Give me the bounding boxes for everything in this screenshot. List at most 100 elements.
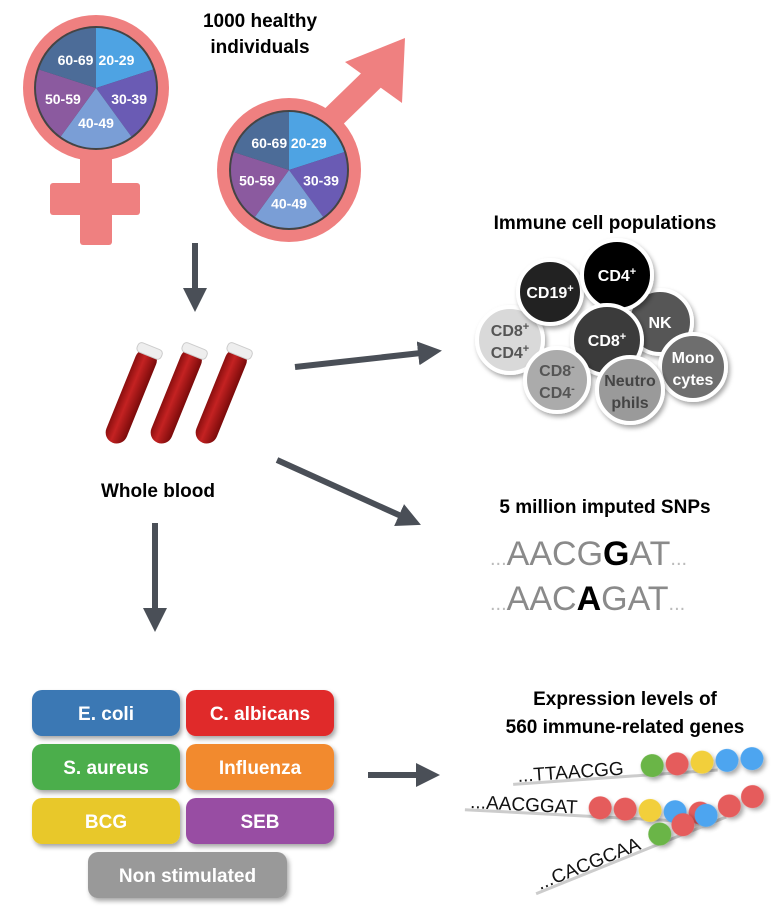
- immune-title: Immune cell populations: [494, 213, 717, 234]
- snp-allele-g: G: [603, 535, 629, 573]
- snp-seq-pre: AACG: [507, 535, 603, 573]
- pie-slice-50-59: [230, 152, 289, 217]
- bead-red: [613, 797, 637, 821]
- bead-yellow: [638, 798, 662, 822]
- pie-slice-30-39: [289, 152, 347, 217]
- expression-row: ...TTAACGG: [513, 747, 764, 787]
- cohort-title-line1: 1000 healthy: [203, 11, 317, 32]
- stimulus-label: Influenza: [219, 758, 302, 779]
- cohort-title-line2: individuals: [210, 37, 309, 58]
- pie-slice-40-49: [60, 88, 132, 148]
- pie-slice-60-69: [38, 28, 96, 88]
- stimulus-label: C. albicans: [210, 704, 310, 725]
- cell-label: CD8+: [491, 321, 529, 340]
- bead-red: [671, 813, 695, 837]
- stimulus-label: E. coli: [78, 704, 134, 725]
- pie-slice-50-59: [36, 69, 96, 137]
- male-symbol: 20-29 30-39 40-49 50-59 60-69: [217, 38, 405, 242]
- snp-seq-post: AT: [629, 535, 670, 573]
- stimulus-e-coli: E. coli: [32, 690, 180, 736]
- stimulus-label: Non stimulated: [119, 866, 256, 887]
- snp-allele-a: A: [577, 580, 602, 618]
- cell-label: CD8-: [539, 361, 575, 380]
- cell-label: phils: [611, 395, 648, 412]
- cell-cd8cd4: CD8- CD4-: [523, 346, 591, 414]
- stimulus-c-albicans: C. albicans: [186, 690, 334, 736]
- age-label: 30-39: [303, 172, 339, 188]
- pie-slice-20-29: [289, 112, 345, 170]
- pie-slice-60-69: [233, 112, 289, 170]
- snp-seq-pre: AAC: [507, 580, 577, 618]
- age-label: 40-49: [271, 196, 307, 212]
- stimulus-label: SEB: [240, 812, 279, 833]
- snp-sequence-1: ...AACGGAT...: [490, 535, 687, 573]
- gene-sequence: ...TTAACGG: [517, 759, 624, 787]
- cell-label: CD8+: [588, 331, 626, 350]
- gene-sequence: ...AACGGAT: [470, 792, 579, 819]
- cell-label: cytes: [673, 372, 714, 389]
- age-label: 30-39: [111, 91, 147, 107]
- ellipsis: ...: [669, 593, 686, 615]
- whole-blood-label: Whole blood: [101, 481, 215, 502]
- cell-label: CD19+: [526, 283, 573, 302]
- cell-label: Neutro: [604, 373, 656, 390]
- pie-slice-30-39: [96, 69, 156, 137]
- pie-slice-20-29: [96, 28, 154, 88]
- bead-blue: [740, 747, 764, 771]
- cell-label: Mono: [672, 350, 715, 367]
- snps-title: 5 million imputed SNPs: [499, 497, 710, 518]
- stimulus-non-stimulated: Non stimulated: [88, 852, 287, 898]
- ellipsis: ...: [670, 548, 687, 570]
- cell-label: CD4+: [491, 343, 529, 362]
- cell-label: CD4+: [598, 266, 636, 285]
- ellipsis: ...: [490, 593, 507, 615]
- stimulus-influenza: Influenza: [186, 744, 334, 790]
- arrow-to-immune: [294, 341, 442, 370]
- immune-cell-cluster: CD8+ CD4+ CD19+ NK CD4+ CD8+ Mono cytes CD8- CD4-…: [475, 238, 728, 425]
- age-label: 40-49: [78, 115, 114, 131]
- cell-cd19: CD19+: [516, 258, 584, 326]
- ellipsis: ...: [490, 548, 507, 570]
- stimulus-label: S. aureus: [63, 758, 149, 779]
- stimulus-bcg: BCG: [32, 798, 180, 844]
- blood-tubes-icon: [105, 342, 253, 444]
- bead-red: [588, 796, 612, 820]
- cell-cd4: CD4+: [580, 238, 654, 312]
- svg-text:...AACAGAT...: ...AACAGAT...: [490, 580, 685, 618]
- age-pie-female: 20-29 30-39 40-49 50-59 60-69: [34, 26, 158, 150]
- age-label: 60-69: [251, 135, 287, 151]
- cell-neutrophils: Neutro phils: [595, 355, 665, 425]
- bead-green: [648, 822, 672, 846]
- expression-title-line1: Expression levels of: [533, 689, 717, 710]
- bead-green: [640, 754, 664, 778]
- bead-red: [717, 794, 741, 818]
- cell-label: NK: [648, 315, 672, 332]
- bead-blue: [715, 748, 739, 772]
- age-pie-male: 20-29 30-39 40-49 50-59 60-69: [229, 110, 349, 230]
- gene-sequence: ...CACGCAA: [534, 834, 644, 895]
- arrow-to-snps: [275, 457, 421, 527]
- age-label: 20-29: [291, 135, 327, 151]
- age-label: 60-69: [58, 52, 94, 68]
- female-symbol: 20-29 30-39 40-49 50-59 60-69: [23, 15, 169, 245]
- bead-red: [665, 752, 689, 776]
- age-label: 50-59: [45, 91, 81, 107]
- stimulus-label: BCG: [85, 812, 127, 833]
- snp-seq-post: GAT: [601, 580, 668, 618]
- bead-blue: [694, 803, 718, 827]
- bead-yellow: [690, 750, 714, 774]
- pie-slice-40-49: [254, 170, 324, 228]
- cell-cd8cd4: CD8+ CD4+: [475, 305, 545, 375]
- age-label: 20-29: [99, 52, 135, 68]
- stimulus-s-aureus: S. aureus: [32, 744, 180, 790]
- cell-label: CD4-: [539, 383, 575, 402]
- expression-title-line2: 560 immune-related genes: [506, 717, 745, 738]
- bead-red: [740, 785, 764, 809]
- snp-sequence-2: ...AACAGAT...: [490, 580, 685, 618]
- stimulation-conditions: E. coli C. albicans S. aureus Influenza BCG S…: [32, 690, 334, 898]
- svg-text:...AACGGAT...: ...AACGGAT...: [490, 535, 687, 573]
- expression-beads: ...TTAACGG ...AACGGAT ...CACGCAA: [464, 747, 764, 896]
- cell-monocytes: Mono cytes: [658, 332, 728, 402]
